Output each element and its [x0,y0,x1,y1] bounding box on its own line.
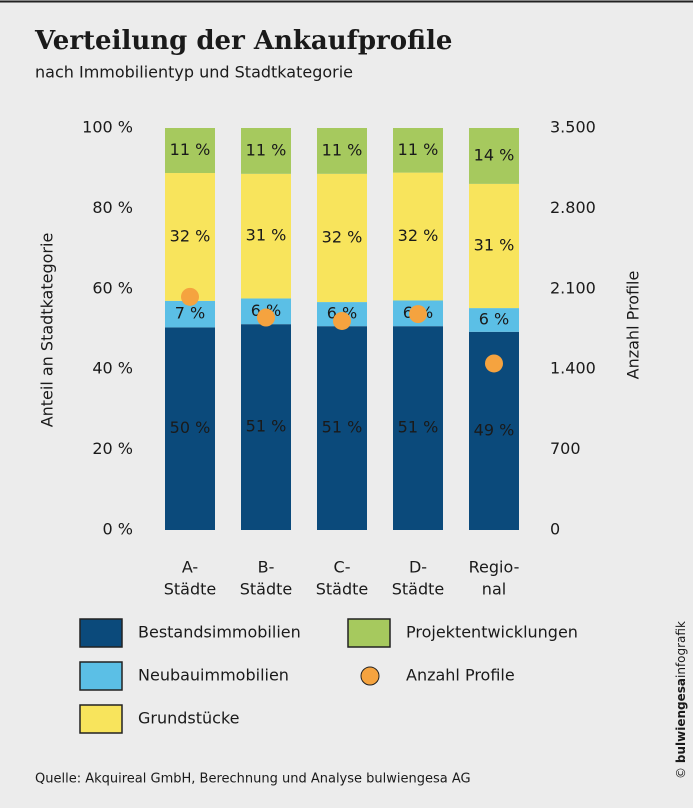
credit-bold: bulwiengesa [674,678,688,763]
x-tick-label: B- [258,558,275,577]
data-label: 32 % [170,226,211,245]
y2-tick-label: 2.100 [550,278,596,297]
data-label: 51 % [246,417,287,436]
legend-swatch [360,666,380,686]
x-tick-label: Städte [164,580,217,599]
data-label: 51 % [322,418,363,437]
data-label: 11 % [398,140,439,159]
data-label: 6 % [479,309,509,328]
x-tick-label: nal [482,580,506,599]
legend-label: Anzahl Profile [406,666,515,685]
source: Quelle: Akquireal GmbH, Berechnung und A… [35,772,471,787]
bar-segment [393,326,443,530]
data-label: 31 % [474,235,515,254]
y-tick-label: 100 % [82,118,133,137]
legend-swatch [79,661,123,691]
bar-segment [393,128,443,173]
legend-label: Grundstücke [138,709,240,728]
dot [409,305,427,324]
data-label: 32 % [398,226,439,245]
bar-segment [241,324,291,530]
y2-tick-label: 2.800 [550,198,596,217]
data-label: 49 % [474,420,515,439]
dot [181,287,199,306]
legend-label: Neubauimmobilien [138,666,289,685]
x-tick-label: C- [334,558,351,577]
bar-segment [393,172,443,301]
dot [485,354,503,373]
y-tick-label: 0 % [103,520,133,539]
legend-swatch [347,618,391,648]
bar-segment [241,173,291,299]
y-axis-title: Anteil an Stadtkategorie [38,233,57,428]
bar-segment [241,128,291,174]
data-label: 11 % [246,140,287,159]
y2-tick-label: 0 [550,520,560,539]
y2-axis-title: Anzahl Profile [624,271,643,380]
data-label: 7 % [175,304,205,323]
data-label: 31 % [246,226,287,245]
legend-label: Projektentwicklungen [406,623,578,642]
bar-segment [317,173,367,303]
y-tick-label: 80 % [92,198,133,217]
y-tick-label: 60 % [92,278,133,297]
bar-segment [317,128,367,174]
bar-segment [469,128,519,184]
bar-segment [165,128,215,174]
x-tick-label: Städte [316,580,369,599]
legend-label: Bestandsimmobilien [138,623,301,642]
dot [257,308,275,327]
legend-swatch [79,618,123,648]
credit-c: © [674,767,688,779]
bar-segment [165,173,215,301]
x-tick-label: Städte [392,580,445,599]
y-tick-label: 20 % [92,439,133,458]
bar-segment [317,326,367,530]
credit-rest: infografik [674,621,688,678]
x-tick-label: D- [409,558,427,577]
data-label: 11 % [170,140,211,159]
x-tick-label: A- [182,558,198,577]
bar-segment [469,308,519,332]
y2-tick-label: 3.500 [550,118,596,137]
bar-segment [165,327,215,530]
dot [333,311,351,330]
data-label: 32 % [322,227,363,246]
bar-segment [469,183,519,309]
y2-tick-label: 700 [550,439,581,458]
chart-title: Verteilung der Ankaufprofile [34,26,452,56]
data-label: 51 % [398,418,439,437]
x-tick-label: Regio- [469,558,520,577]
y-tick-label: 40 % [92,359,133,378]
legend-swatch [79,704,123,734]
chart-subtitle: nach Immobilientyp und Stadtkategorie [35,63,353,82]
y2-tick-label: 1.400 [550,359,596,378]
credit: © bulwiengesainfografik [674,621,688,779]
data-label: 50 % [170,418,211,437]
data-label: 11 % [322,140,363,159]
x-tick-label: Städte [240,580,293,599]
data-label: 14 % [474,145,515,164]
